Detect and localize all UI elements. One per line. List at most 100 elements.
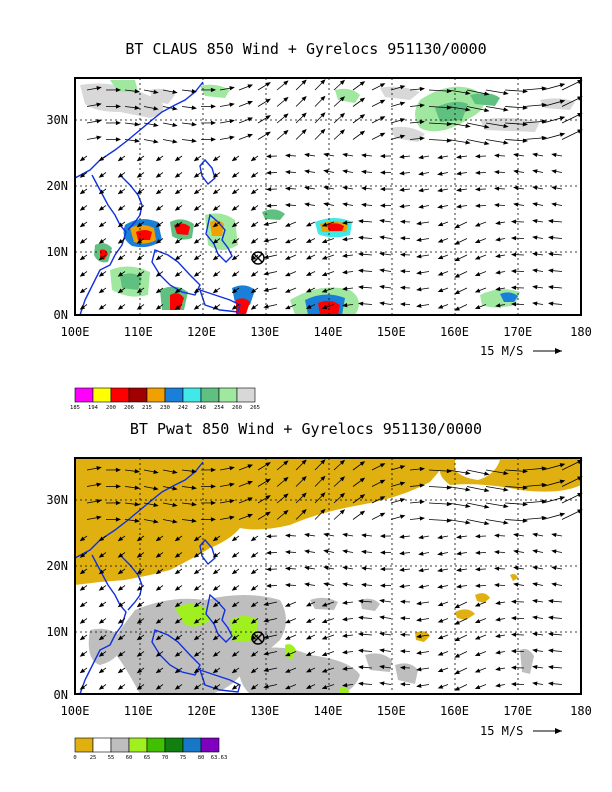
wind-vector-head — [283, 113, 289, 119]
wind-vector-head — [284, 635, 291, 640]
wind-vector-head — [305, 618, 312, 623]
wind-vector-head — [532, 681, 538, 686]
wind-vector-head — [495, 600, 501, 605]
wind-vector-head — [510, 302, 517, 307]
wind-vector-head — [495, 650, 501, 655]
wind-vector-head — [418, 204, 424, 209]
wind-vector-head — [399, 101, 406, 106]
wind-vector-head — [456, 551, 462, 556]
colorbar-swatch — [164, 737, 184, 753]
wind-vector-head — [304, 549, 310, 554]
wind-vector-head — [339, 509, 346, 515]
wind-vector-head — [358, 252, 364, 257]
wind-vector-head — [510, 665, 517, 670]
wind-vector-head — [510, 649, 517, 654]
wind-vector-head — [551, 185, 557, 191]
wind-vector-head — [418, 187, 424, 193]
wind-vector-head — [134, 469, 140, 474]
wind-vector-head — [399, 134, 406, 139]
wind-vector-head — [304, 169, 310, 174]
panel1-map: 30N 20N 10N 0N 100E 110E 120E 130E 140E 150E 160E 1… — [46, 77, 592, 411]
wind-vector-head — [231, 586, 238, 591]
wind-vector-head — [379, 268, 385, 273]
wind-vector-head — [454, 240, 460, 245]
reference-vector: 15 M/S — [480, 724, 562, 738]
wind-vector-head — [284, 582, 291, 588]
wind-vector-head — [136, 206, 143, 211]
wind-vector-head — [117, 173, 124, 178]
wind-vector-head — [136, 255, 143, 261]
lon-label: 150E — [377, 325, 406, 339]
wind-vector-head — [79, 685, 86, 690]
wind-vector-head — [212, 239, 219, 244]
wind-vector-head — [484, 91, 490, 96]
wind-vector-head — [484, 520, 490, 526]
wind-vector-head — [98, 586, 105, 591]
wind-vector-head — [559, 83, 566, 88]
wind-vector-head — [174, 239, 181, 244]
wind-vector-head — [193, 206, 200, 211]
wind-vector-head — [379, 681, 385, 686]
wind-vector-head — [212, 272, 219, 277]
wind-vector-head — [210, 500, 217, 506]
wind-vector-head — [503, 470, 509, 476]
wind-vector-head — [174, 652, 181, 657]
wind-vector-head — [212, 189, 219, 195]
wind-vector-head — [532, 631, 538, 637]
colorbar-label: 265 — [250, 405, 260, 411]
wind-vector-head — [301, 95, 307, 102]
wind-vector-head — [416, 601, 422, 606]
lon-label: 140E — [314, 704, 343, 718]
wind-vector-head — [437, 635, 444, 640]
wind-vector-head — [379, 648, 385, 653]
wind-vector-head — [193, 156, 200, 162]
wind-vector-head — [115, 500, 122, 506]
wind-vector-head — [399, 187, 405, 192]
wind-vector-head — [361, 169, 367, 175]
wind-vector-head — [419, 119, 425, 125]
wind-vector-head — [532, 598, 538, 604]
wind-vector-head — [342, 253, 348, 258]
wind-vector-head — [342, 270, 348, 275]
wind-vector-head — [320, 475, 326, 481]
wind-vector-head — [174, 569, 181, 575]
wind-vector-head — [541, 515, 547, 521]
wind-vector-head — [210, 517, 217, 522]
wind-vector-head — [342, 220, 348, 225]
wind-vector-head — [419, 136, 425, 141]
wind-vector-head — [212, 288, 219, 294]
wind-vector-head — [301, 508, 307, 515]
colorbar-label: 65 — [144, 755, 151, 761]
wind-vector-head — [551, 169, 557, 174]
wind-vector-head — [155, 272, 162, 277]
wind-vector-head — [79, 288, 86, 294]
wind-vector-head — [191, 105, 197, 110]
wind-vector-head — [503, 520, 509, 525]
wind-vector-head — [134, 122, 140, 127]
wind-vector-head — [379, 301, 385, 306]
wind-vector-head — [379, 566, 386, 572]
wind-vector-head — [305, 602, 312, 607]
wind-vector-head — [342, 286, 348, 291]
wind-vector-head — [193, 635, 200, 641]
wind-vector-head — [265, 115, 271, 120]
colorbar-label: 185 — [70, 405, 80, 411]
wind-vector-head — [399, 551, 405, 556]
wind-vector-head — [115, 87, 122, 93]
wind-vector-head — [419, 499, 425, 505]
wind-vector-head — [155, 668, 162, 674]
gyre-location-marker — [251, 631, 265, 645]
wind-vector-head — [359, 477, 366, 483]
wind-vector-head — [532, 202, 538, 207]
wind-vector-head — [342, 633, 348, 638]
wind-vector-head — [323, 202, 329, 207]
wind-vector-head — [532, 169, 538, 174]
wind-vector-head — [284, 153, 291, 158]
wind-vector-head — [231, 536, 238, 542]
wind-vector-head — [231, 569, 238, 575]
wind-vector-head — [98, 619, 105, 624]
wind-vector-head — [134, 105, 140, 110]
wind-vector-head — [191, 89, 197, 94]
wind-vector-head — [96, 119, 102, 124]
wind-vector-head — [474, 685, 481, 690]
